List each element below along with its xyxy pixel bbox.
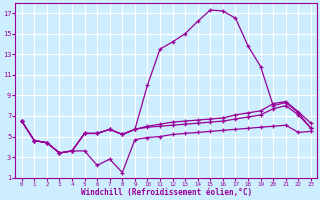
X-axis label: Windchill (Refroidissement éolien,°C): Windchill (Refroidissement éolien,°C): [81, 188, 252, 197]
